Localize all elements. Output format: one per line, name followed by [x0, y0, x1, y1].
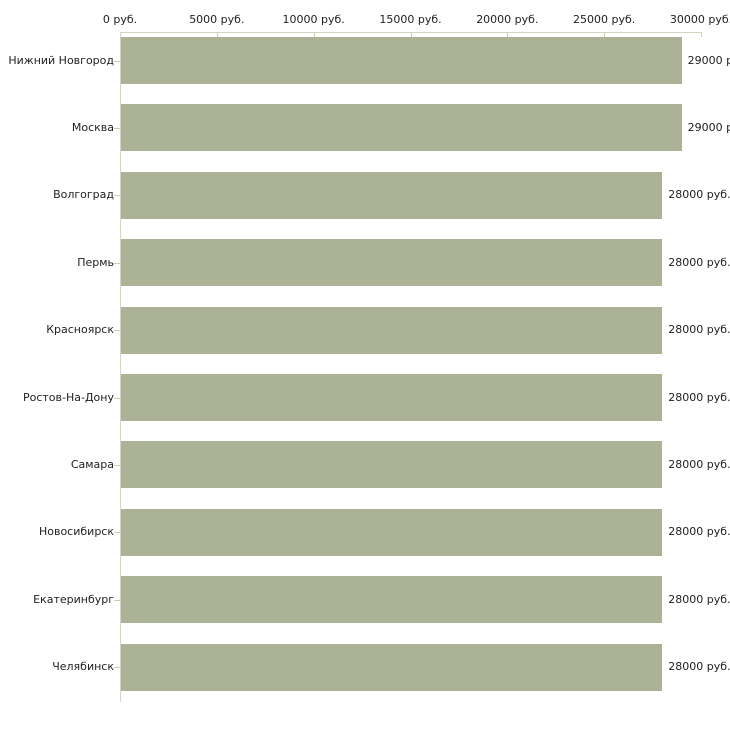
- value-label: 28000 руб.: [668, 592, 730, 606]
- value-label: 29000 р: [687, 120, 730, 134]
- category-label: Волгоград: [53, 188, 114, 202]
- y-axis-tick: [114, 667, 120, 668]
- bar: [121, 171, 663, 219]
- bar: [121, 239, 663, 287]
- bar: [121, 374, 663, 421]
- y-axis-tick: [114, 263, 120, 264]
- value-label: 28000 руб.: [668, 525, 730, 539]
- y-axis-tick: [114, 128, 120, 129]
- x-axis-tick-label: 0 руб.: [102, 13, 138, 26]
- bar: [121, 306, 663, 354]
- value-label: 28000 руб.: [668, 188, 730, 202]
- y-axis-tick: [114, 465, 120, 466]
- y-axis-tick: [114, 398, 120, 399]
- bar: [121, 104, 682, 152]
- x-axis-tick: [313, 33, 315, 37]
- value-label: 29000 р: [687, 53, 730, 67]
- y-axis-tick: [114, 330, 120, 331]
- category-label: Нижний Новгород: [8, 53, 114, 67]
- value-label: 28000 руб.: [668, 660, 730, 674]
- bar: [121, 37, 682, 84]
- y-axis-tick: [114, 195, 120, 196]
- y-axis-line: [120, 32, 121, 702]
- x-axis-tick: [216, 33, 218, 37]
- category-label: Екатеринбург: [33, 592, 114, 606]
- bar: [121, 441, 663, 489]
- category-label: Москва: [71, 120, 114, 134]
- x-axis-tick: [410, 33, 412, 37]
- category-label: Самара: [70, 457, 114, 471]
- category-label: Пермь: [77, 255, 114, 269]
- bar: [121, 643, 663, 691]
- x-axis-tick-label: 20000 руб.: [476, 13, 539, 26]
- bar: [121, 576, 663, 624]
- category-label: Ростов-На-Дону: [22, 390, 114, 404]
- y-axis-tick: [114, 61, 120, 62]
- x-axis-tick: [604, 33, 606, 37]
- value-label: 28000 руб.: [668, 255, 730, 269]
- category-label: Челябинск: [52, 660, 114, 674]
- x-axis-tick-label: 25000 руб.: [573, 13, 636, 26]
- x-axis-tick-label: 10000 руб.: [282, 13, 345, 26]
- x-axis-tick-label: 30000 руб.: [669, 13, 730, 26]
- category-label: Красноярск: [46, 323, 114, 337]
- x-axis-tick: [507, 33, 509, 37]
- x-axis-line: [120, 32, 702, 33]
- x-axis-tick: [701, 33, 702, 37]
- bar: [121, 508, 663, 556]
- y-axis-tick: [114, 600, 120, 601]
- x-axis-tick-label: 5000 руб.: [189, 13, 245, 26]
- value-label: 28000 руб.: [668, 457, 730, 471]
- y-axis-tick: [114, 532, 120, 533]
- category-label: Новосибирск: [38, 525, 114, 539]
- value-label: 28000 руб.: [668, 323, 730, 337]
- value-label: 28000 руб.: [668, 390, 730, 404]
- x-axis-tick-label: 15000 руб.: [379, 13, 442, 26]
